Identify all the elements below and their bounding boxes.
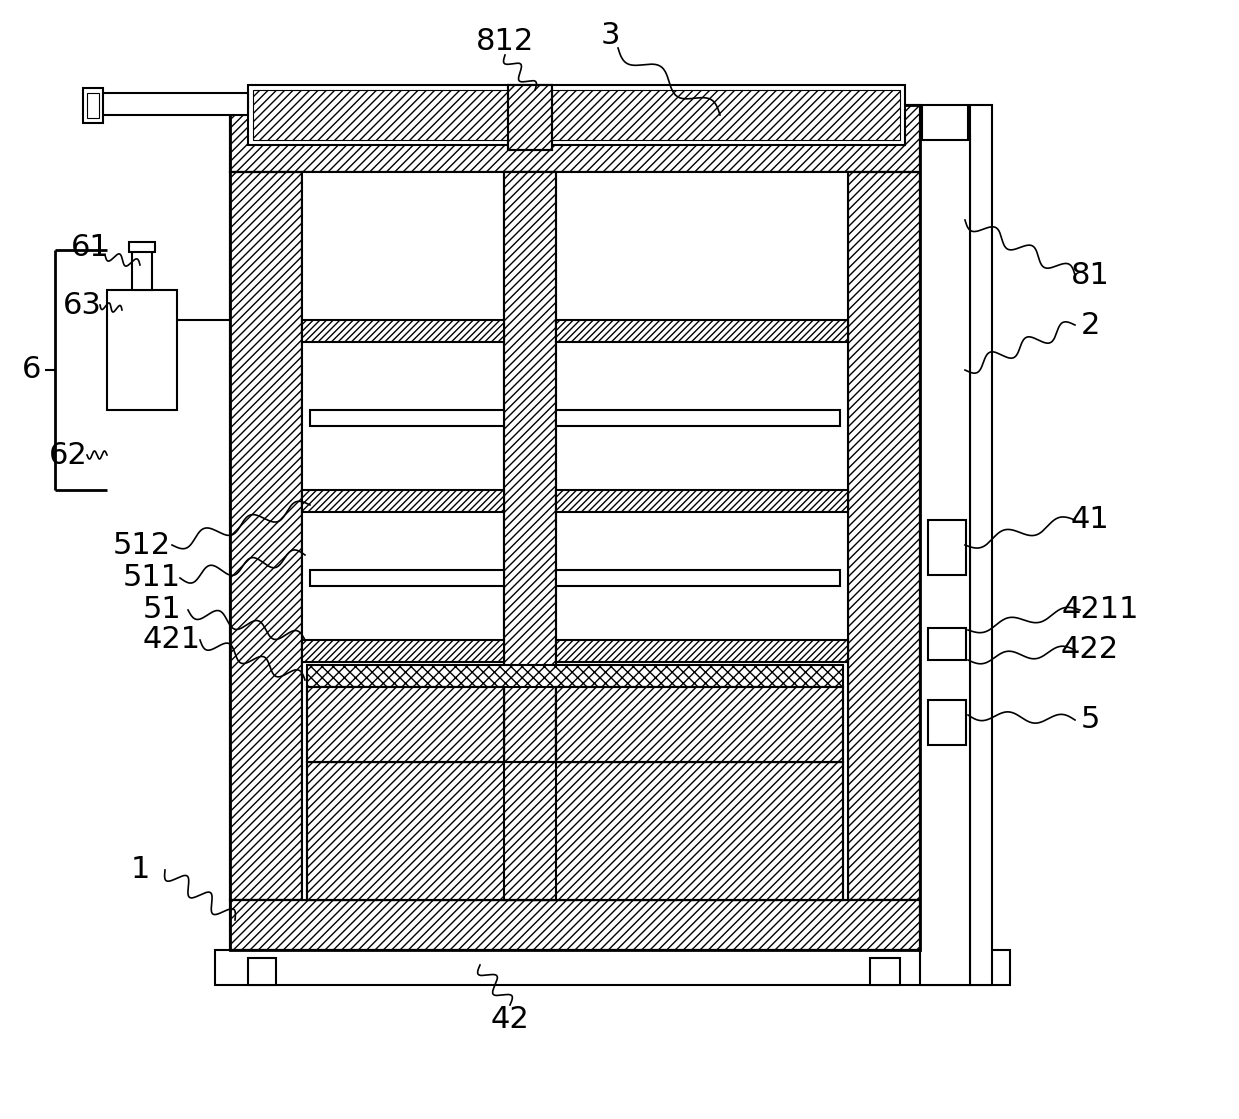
Bar: [302, 172, 847, 900]
Text: 3: 3: [600, 20, 620, 49]
Bar: [508, 85, 553, 150]
Text: 51: 51: [142, 595, 181, 624]
Bar: [230, 172, 302, 900]
Bar: [556, 640, 847, 662]
Text: 1: 1: [130, 856, 150, 884]
Bar: [95, 93, 248, 115]
Bar: [310, 410, 504, 426]
Bar: [847, 172, 921, 900]
Bar: [922, 105, 968, 140]
Bar: [230, 105, 921, 950]
Bar: [921, 135, 970, 985]
Bar: [508, 85, 553, 150]
Bar: [230, 105, 921, 172]
Bar: [307, 687, 504, 762]
Bar: [556, 320, 847, 342]
Bar: [556, 687, 843, 762]
Text: 6: 6: [22, 356, 42, 385]
Bar: [107, 290, 177, 410]
Bar: [230, 900, 921, 950]
Bar: [87, 93, 99, 117]
Bar: [216, 950, 1010, 985]
Bar: [230, 172, 302, 900]
Text: 4211: 4211: [1062, 595, 1139, 624]
Text: 5: 5: [1080, 705, 1100, 734]
Bar: [504, 172, 556, 900]
Bar: [129, 242, 155, 252]
Bar: [230, 105, 921, 172]
Text: 81: 81: [1070, 261, 1109, 290]
Text: 512: 512: [113, 530, 171, 560]
Text: 42: 42: [491, 1006, 529, 1034]
Bar: [556, 410, 840, 426]
Bar: [302, 490, 504, 513]
Bar: [310, 570, 504, 586]
Bar: [302, 320, 504, 342]
Bar: [248, 958, 276, 985]
Text: 63: 63: [62, 291, 102, 320]
Text: 421: 421: [142, 626, 201, 655]
Bar: [230, 900, 921, 950]
Text: 61: 61: [71, 234, 109, 263]
Text: 41: 41: [1070, 506, 1109, 535]
Text: 62: 62: [48, 441, 88, 470]
Bar: [556, 490, 847, 513]
Bar: [928, 700, 966, 745]
Bar: [556, 687, 843, 762]
Bar: [556, 570, 840, 586]
Bar: [970, 105, 992, 985]
Bar: [302, 640, 504, 662]
Bar: [870, 958, 900, 985]
Text: 2: 2: [1080, 310, 1100, 339]
Bar: [307, 687, 504, 762]
Bar: [307, 762, 843, 900]
Bar: [307, 762, 843, 900]
Bar: [307, 665, 843, 687]
Text: 511: 511: [123, 564, 181, 592]
Bar: [83, 88, 103, 123]
Text: 422: 422: [1061, 636, 1119, 665]
Bar: [928, 628, 966, 660]
Bar: [253, 90, 900, 140]
Text: 812: 812: [476, 28, 534, 56]
Bar: [504, 172, 556, 900]
Bar: [133, 250, 152, 290]
Bar: [928, 520, 966, 575]
Bar: [248, 85, 904, 145]
Bar: [847, 172, 921, 900]
